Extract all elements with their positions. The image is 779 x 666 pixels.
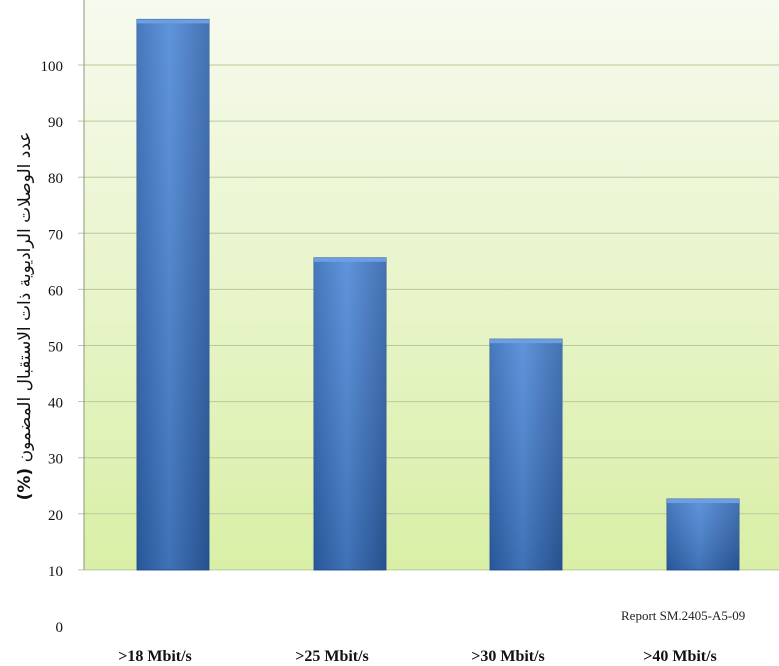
y-tick-label: 20 — [48, 508, 63, 524]
bars — [136, 18, 740, 571]
y-tick-label: 0 — [56, 620, 64, 636]
y-axis-title-unit: (%) — [15, 468, 35, 501]
y-tick-label: 90 — [48, 115, 63, 131]
bar-cap — [314, 257, 386, 262]
bar-shade — [137, 19, 209, 570]
bar-shade — [314, 257, 386, 570]
bar-shade — [490, 339, 562, 570]
y-axis-title: عدد الوصلات الراديوية ذات الاستقبال المض… — [15, 132, 35, 501]
bar — [313, 257, 387, 571]
y-tick-label: 60 — [48, 283, 63, 299]
x-category-label: >40 Mbit/s — [643, 648, 717, 665]
x-category-label: >18 Mbit/s — [118, 648, 192, 665]
x-category-label: >30 Mbit/s — [471, 648, 545, 665]
y-tick-label: 70 — [48, 227, 63, 243]
x-category-label: >25 Mbit/s — [295, 648, 369, 665]
bar — [489, 338, 563, 571]
bar-cap — [667, 499, 739, 504]
x-category-labels: >18 Mbit/s >25 Mbit/s >30 Mbit/s >40 Mbit/s — [118, 648, 717, 665]
y-tick-label: 80 — [48, 171, 63, 187]
y-tick-label: 30 — [48, 452, 63, 468]
bar — [136, 18, 210, 571]
bar — [666, 498, 740, 571]
bar-cap — [137, 19, 209, 24]
y-tick-label: 40 — [48, 396, 63, 412]
y-tick-label: 100 — [41, 59, 64, 75]
y-tick-labels: 0 10 20 30 40 50 60 70 80 90 100 — [41, 59, 64, 636]
y-tick-label: 10 — [48, 564, 63, 580]
bar-cap — [490, 339, 562, 344]
y-axis-title-text: عدد الوصلات الراديوية ذات الاستقبال المض… — [15, 132, 35, 463]
y-tick-label: 50 — [48, 340, 63, 356]
bar-shade — [667, 499, 739, 570]
report-note: Report SM.2405-A5-09 — [621, 608, 745, 623]
